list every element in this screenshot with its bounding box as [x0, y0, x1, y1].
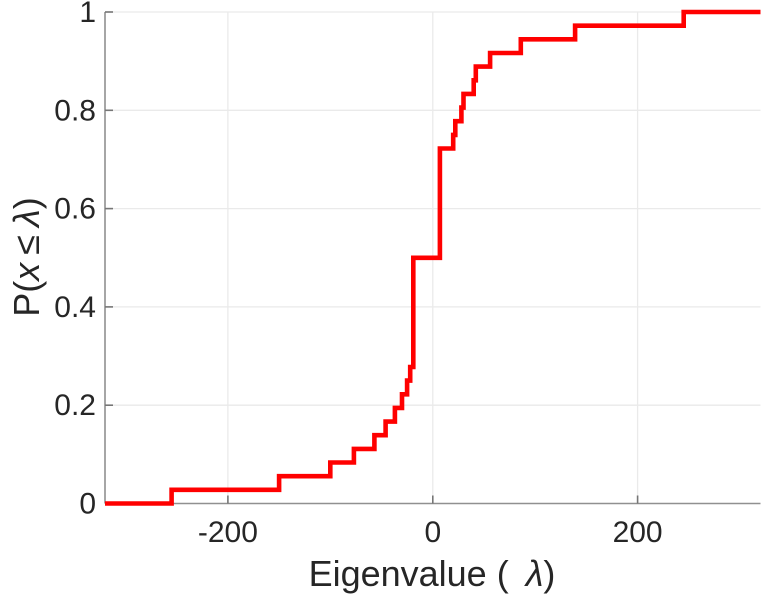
y-axis-label-lambda-symbol: λ	[6, 209, 47, 227]
y-axis-label: P(x ≤ λ)	[6, 197, 47, 317]
y-axis-label-prefix: P(	[6, 280, 47, 317]
y-tick-label-4: 0.8	[54, 94, 96, 127]
x-tick-label-2: 200	[613, 516, 663, 549]
ecdf-stairs-line	[105, 9, 761, 506]
x-axis-label-lambda-symbol: λ	[525, 553, 544, 594]
x-axis-label: Eigenvalue ( λ)	[309, 556, 556, 592]
x-tick-label-1: 0	[424, 516, 441, 549]
y-axis-label-leq-symbol: ≤	[6, 234, 47, 255]
y-axis-label-x-symbol: x	[6, 262, 47, 281]
x-axis-label-text: Eigenvalue (	[308, 553, 509, 594]
y-tick-label-2: 0.4	[54, 291, 96, 324]
x-tick-label-0: -200	[198, 516, 258, 549]
y-tick-label-0: 0	[79, 488, 96, 521]
y-tick-label-1: 0.2	[54, 389, 96, 422]
y-tick-label-5: 1	[79, 0, 96, 29]
y-axis-label-suffix: )	[6, 197, 47, 210]
y-tick-label-3: 0.6	[54, 193, 96, 226]
x-axis-label-suffix: )	[543, 553, 556, 594]
